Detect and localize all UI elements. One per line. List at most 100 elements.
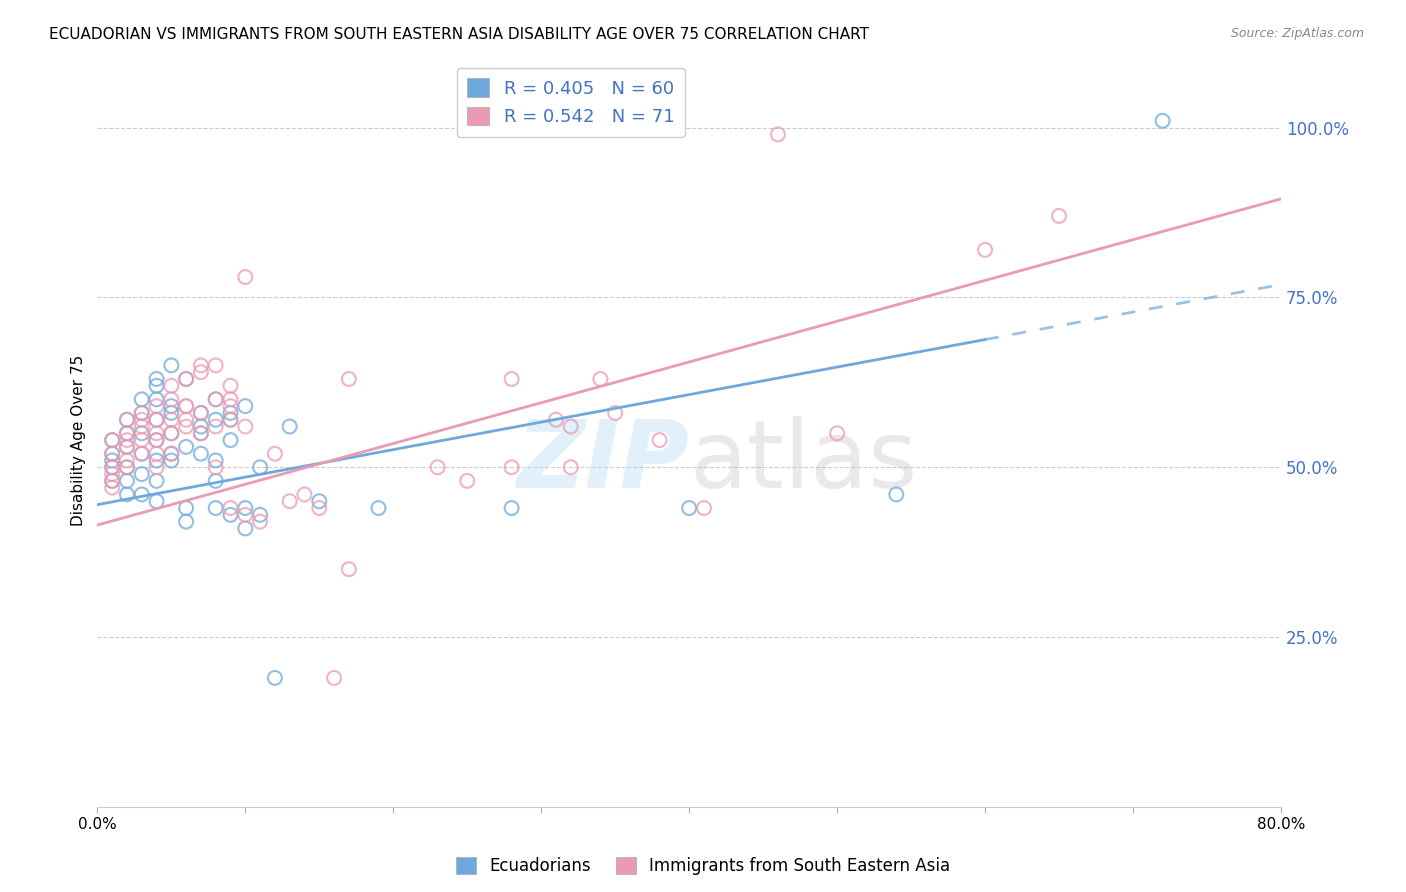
- Point: [115, 460, 138, 475]
- Point: [605, 406, 627, 420]
- Point: [131, 419, 153, 434]
- Point: [1047, 209, 1070, 223]
- Point: [190, 426, 212, 441]
- Point: [204, 501, 226, 516]
- Point: [233, 419, 256, 434]
- Point: [115, 487, 138, 501]
- Point: [160, 447, 183, 461]
- Point: [145, 372, 167, 386]
- Point: [204, 460, 226, 475]
- Point: [115, 460, 138, 475]
- Point: [233, 521, 256, 535]
- Point: [131, 467, 153, 481]
- Legend: R = 0.405   N = 60, R = 0.542   N = 71: R = 0.405 N = 60, R = 0.542 N = 71: [457, 68, 685, 137]
- Point: [204, 419, 226, 434]
- Point: [678, 501, 700, 516]
- Point: [160, 399, 183, 413]
- Point: [190, 406, 212, 420]
- Point: [145, 460, 167, 475]
- Point: [174, 399, 197, 413]
- Point: [101, 481, 124, 495]
- Point: [174, 501, 197, 516]
- Point: [501, 372, 523, 386]
- Point: [174, 413, 197, 427]
- Point: [190, 419, 212, 434]
- Point: [367, 501, 389, 516]
- Point: [160, 447, 183, 461]
- Point: [131, 406, 153, 420]
- Point: [145, 433, 167, 447]
- Point: [219, 413, 242, 427]
- Point: [101, 474, 124, 488]
- Point: [115, 413, 138, 427]
- Point: [426, 460, 449, 475]
- Point: [145, 447, 167, 461]
- Point: [190, 406, 212, 420]
- Point: [131, 406, 153, 420]
- Point: [131, 487, 153, 501]
- Point: [219, 399, 242, 413]
- Point: [204, 453, 226, 467]
- Point: [101, 460, 124, 475]
- Point: [160, 406, 183, 420]
- Point: [456, 474, 478, 488]
- Text: ZIP: ZIP: [516, 417, 689, 508]
- Point: [131, 413, 153, 427]
- Point: [101, 433, 124, 447]
- Point: [131, 426, 153, 441]
- Point: [219, 413, 242, 427]
- Point: [145, 426, 167, 441]
- Point: [190, 365, 212, 379]
- Point: [974, 243, 997, 257]
- Point: [308, 501, 330, 516]
- Point: [174, 372, 197, 386]
- Point: [249, 515, 271, 529]
- Point: [101, 433, 124, 447]
- Point: [145, 392, 167, 407]
- Point: [233, 399, 256, 413]
- Point: [204, 359, 226, 373]
- Point: [190, 447, 212, 461]
- Text: ECUADORIAN VS IMMIGRANTS FROM SOUTH EASTERN ASIA DISABILITY AGE OVER 75 CORRELAT: ECUADORIAN VS IMMIGRANTS FROM SOUTH EAST…: [49, 27, 869, 42]
- Point: [766, 128, 789, 142]
- Point: [204, 474, 226, 488]
- Point: [825, 426, 848, 441]
- Point: [115, 426, 138, 441]
- Point: [145, 494, 167, 508]
- Point: [233, 501, 256, 516]
- Text: atlas: atlas: [689, 417, 917, 508]
- Point: [131, 447, 153, 461]
- Point: [115, 426, 138, 441]
- Point: [101, 460, 124, 475]
- Point: [204, 392, 226, 407]
- Point: [131, 447, 153, 461]
- Point: [101, 447, 124, 461]
- Point: [174, 440, 197, 454]
- Point: [249, 508, 271, 522]
- Point: [160, 453, 183, 467]
- Point: [101, 467, 124, 481]
- Point: [648, 433, 671, 447]
- Point: [115, 413, 138, 427]
- Legend: Ecuadorians, Immigrants from South Eastern Asia: Ecuadorians, Immigrants from South Easte…: [449, 850, 957, 882]
- Point: [501, 501, 523, 516]
- Point: [160, 426, 183, 441]
- Point: [115, 440, 138, 454]
- Point: [204, 392, 226, 407]
- Point: [308, 494, 330, 508]
- Point: [160, 359, 183, 373]
- Point: [101, 447, 124, 461]
- Point: [323, 671, 346, 685]
- Point: [219, 392, 242, 407]
- Point: [589, 372, 612, 386]
- Point: [219, 501, 242, 516]
- Point: [160, 426, 183, 441]
- Point: [884, 487, 907, 501]
- Point: [190, 359, 212, 373]
- Point: [145, 413, 167, 427]
- Point: [174, 515, 197, 529]
- Point: [278, 494, 301, 508]
- Point: [560, 419, 582, 434]
- Point: [294, 487, 316, 501]
- Point: [337, 372, 360, 386]
